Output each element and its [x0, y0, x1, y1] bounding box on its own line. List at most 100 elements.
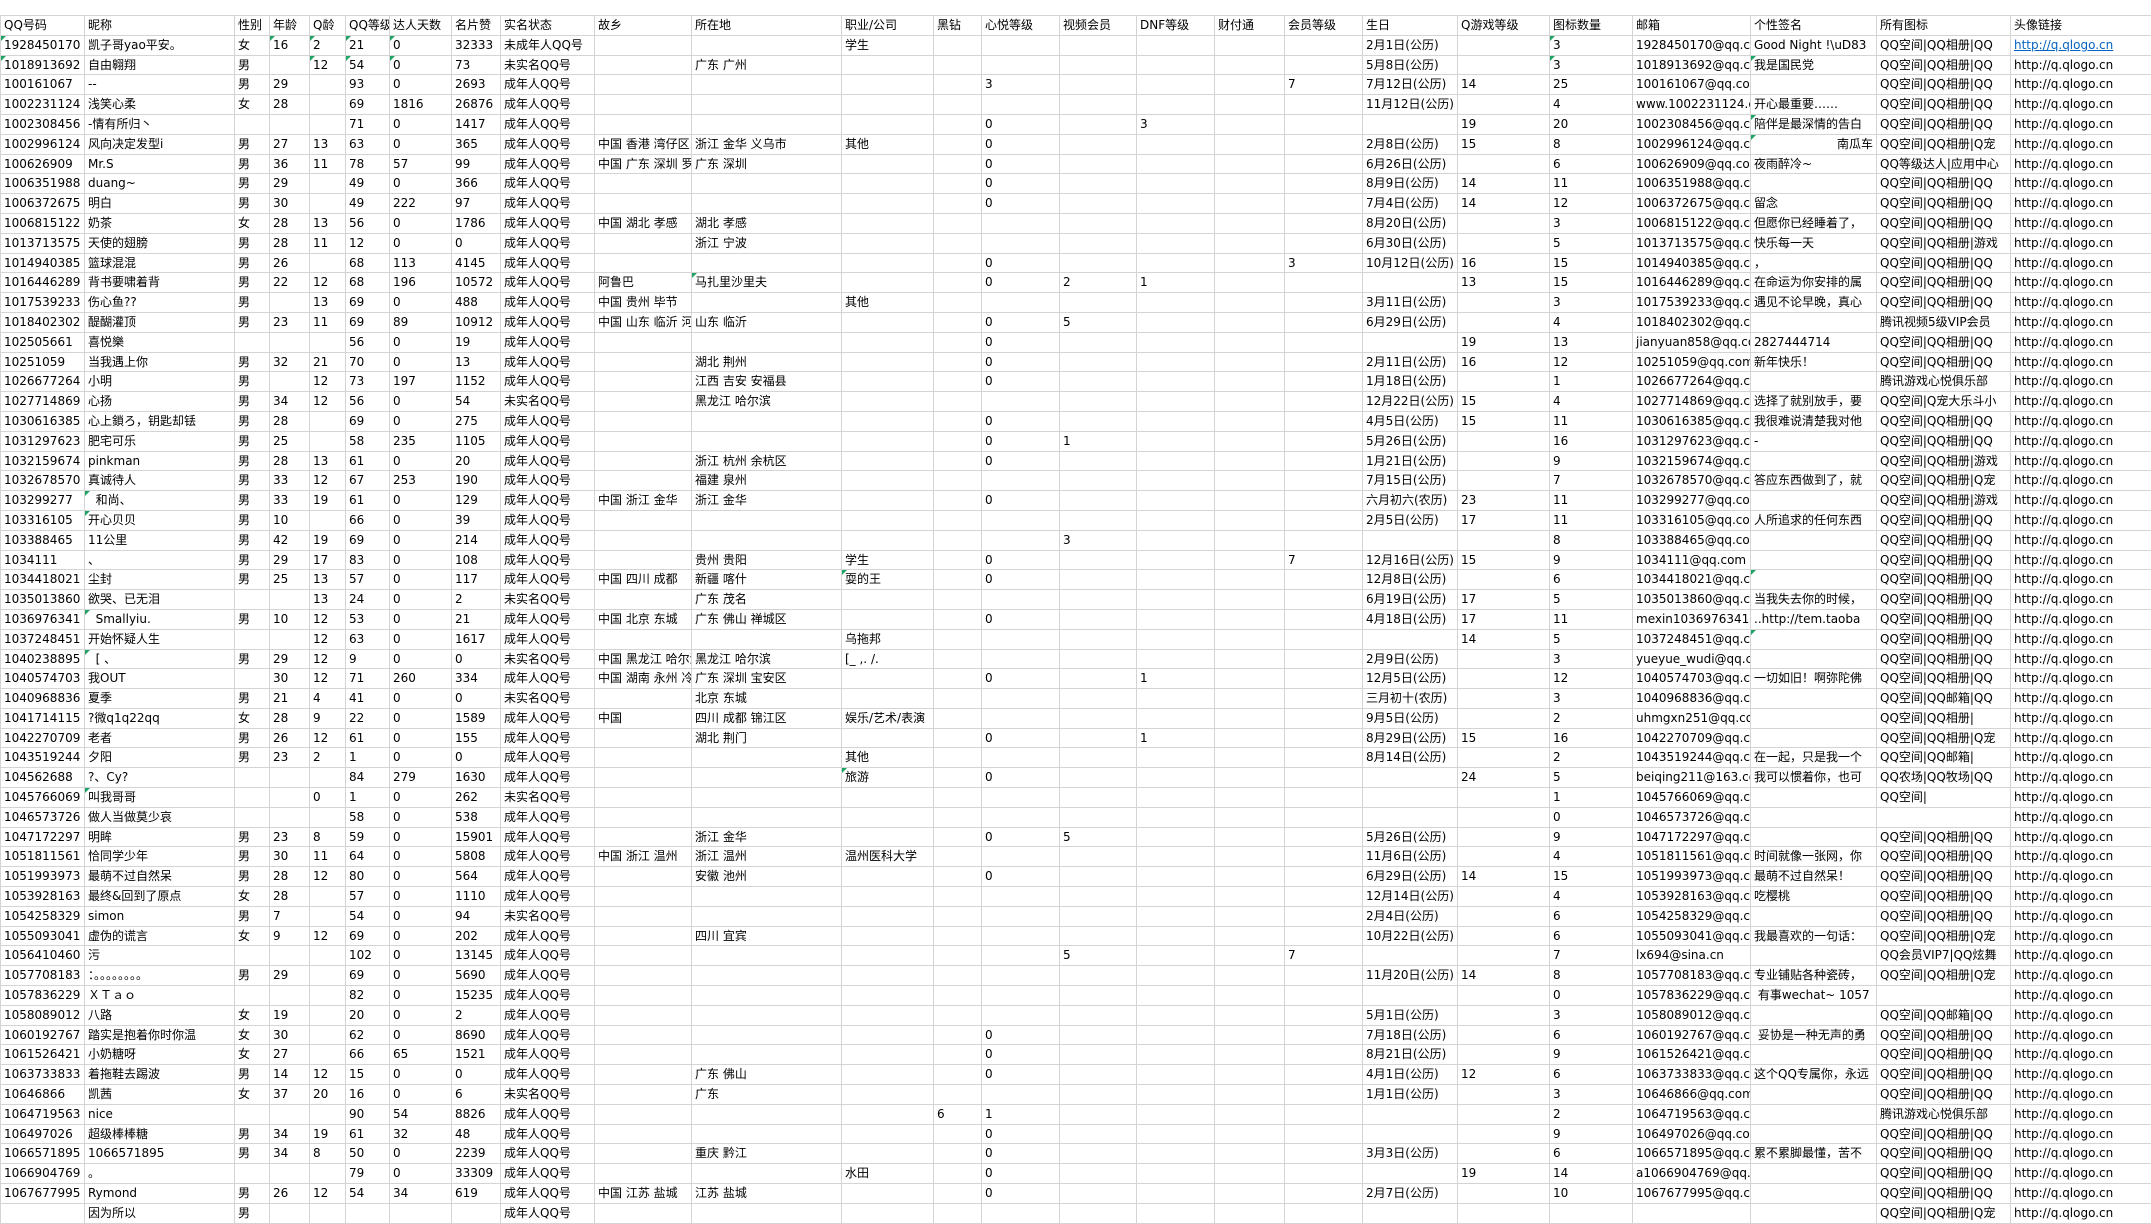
- cell-avatar[interactable]: http://q.qlogo.cn: [2011, 768, 2151, 788]
- cell-daren[interactable]: 0: [390, 590, 452, 610]
- header-age[interactable]: 年龄: [270, 16, 310, 36]
- cell-hometown[interactable]: [595, 471, 692, 491]
- header-sex[interactable]: 性别: [235, 16, 270, 36]
- cell-xinyue[interactable]: [982, 906, 1060, 926]
- cell-qgame[interactable]: 15: [1458, 411, 1550, 431]
- cell-hometown[interactable]: [595, 530, 692, 550]
- cell-caifutong[interactable]: [1215, 253, 1285, 273]
- cell-birthday[interactable]: 1月21日(公历): [1363, 451, 1458, 471]
- cell-dnf[interactable]: [1137, 213, 1215, 233]
- cell-level[interactable]: 69: [346, 293, 390, 313]
- cell-qgame[interactable]: 19: [1458, 114, 1550, 134]
- cell-daren[interactable]: 0: [390, 550, 452, 570]
- cell-location[interactable]: [692, 1124, 842, 1144]
- cell-birthday[interactable]: 5月8日(公历): [1363, 55, 1458, 75]
- cell-blackdiamond[interactable]: [934, 550, 982, 570]
- cell-qgame[interactable]: [1458, 451, 1550, 471]
- cell-avatar[interactable]: http://q.qlogo.cn: [2011, 867, 2151, 887]
- cell-allicons[interactable]: QQ空间|QQ相册|Q宠: [1877, 728, 2011, 748]
- cell-signature[interactable]: [1751, 491, 1877, 511]
- cell-qq[interactable]: 100161067: [1, 75, 85, 95]
- cell-daren[interactable]: 0: [390, 114, 452, 134]
- cell-qgame[interactable]: 16: [1458, 352, 1550, 372]
- cell-allicons[interactable]: QQ空间|QQ相册|QQ: [1877, 194, 2011, 214]
- header-avatar[interactable]: 头像链接: [2011, 16, 2151, 36]
- cell-level[interactable]: 63: [346, 629, 390, 649]
- cell-qage[interactable]: 12: [310, 609, 346, 629]
- cell-nick[interactable]: 做人当做莫少哀: [85, 807, 235, 827]
- cell-vip[interactable]: [1285, 213, 1363, 233]
- cell-location[interactable]: 四川 宜宾: [692, 926, 842, 946]
- cell-dnf[interactable]: [1137, 966, 1215, 986]
- cell-status[interactable]: 成年人QQ号: [501, 966, 595, 986]
- cell-nick[interactable]: 夏季: [85, 689, 235, 709]
- cell-iconcount[interactable]: [1550, 1203, 1633, 1223]
- cell-avatar[interactable]: http://q.qlogo.cn: [2011, 114, 2151, 134]
- cell-sex[interactable]: 女: [235, 95, 270, 115]
- cell-qage[interactable]: 19: [310, 1124, 346, 1144]
- cell-birthday[interactable]: 六月初六(农历): [1363, 491, 1458, 511]
- cell-location[interactable]: [692, 293, 842, 313]
- cell-video[interactable]: [1060, 887, 1137, 907]
- cell-caifutong[interactable]: [1215, 609, 1285, 629]
- cell-caifutong[interactable]: [1215, 451, 1285, 471]
- cell-video[interactable]: [1060, 451, 1137, 471]
- cell-signature[interactable]: 开心最重要……: [1751, 95, 1877, 115]
- cell-nick[interactable]: simon: [85, 906, 235, 926]
- cell-level[interactable]: 84: [346, 768, 390, 788]
- cell-vip[interactable]: [1285, 431, 1363, 451]
- cell-sex[interactable]: 男: [235, 827, 270, 847]
- cell-zan[interactable]: 2: [452, 1005, 501, 1025]
- cell-job[interactable]: [842, 95, 934, 115]
- cell-iconcount[interactable]: 8: [1550, 134, 1633, 154]
- cell-zan[interactable]: 2: [452, 590, 501, 610]
- cell-xinyue[interactable]: 0: [982, 194, 1060, 214]
- cell-xinyue[interactable]: 0: [982, 332, 1060, 352]
- cell-age[interactable]: [270, 1104, 310, 1124]
- cell-blackdiamond[interactable]: [934, 1025, 982, 1045]
- cell-sex[interactable]: 男: [235, 312, 270, 332]
- cell-daren[interactable]: 0: [390, 867, 452, 887]
- cell-status[interactable]: 成年人QQ号: [501, 471, 595, 491]
- cell-level[interactable]: 82: [346, 986, 390, 1006]
- cell-avatar[interactable]: http://q.qlogo.cn: [2011, 174, 2151, 194]
- cell-avatar[interactable]: http://q.qlogo.cn: [2011, 451, 2151, 471]
- cell-birthday[interactable]: [1363, 788, 1458, 808]
- cell-dnf[interactable]: [1137, 1184, 1215, 1204]
- cell-allicons[interactable]: QQ空间|QQ相册|: [1877, 708, 2011, 728]
- cell-qq[interactable]: 1031297623: [1, 431, 85, 451]
- cell-qage[interactable]: [310, 253, 346, 273]
- cell-daren[interactable]: 0: [390, 75, 452, 95]
- cell-job[interactable]: [842, 451, 934, 471]
- cell-vip[interactable]: [1285, 154, 1363, 174]
- cell-age[interactable]: 30: [270, 194, 310, 214]
- cell-caifutong[interactable]: [1215, 986, 1285, 1006]
- cell-iconcount[interactable]: 6: [1550, 1144, 1633, 1164]
- cell-nick[interactable]: 醍醐灌顶: [85, 312, 235, 332]
- cell-hometown[interactable]: [595, 1005, 692, 1025]
- cell-birthday[interactable]: 5月26日(公历): [1363, 431, 1458, 451]
- cell-status[interactable]: 成年人QQ号: [501, 609, 595, 629]
- cell-blackdiamond[interactable]: [934, 1065, 982, 1085]
- cell-dnf[interactable]: [1137, 293, 1215, 313]
- cell-qq[interactable]: 1061526421: [1, 1045, 85, 1065]
- cell-birthday[interactable]: 11月6日(公历): [1363, 847, 1458, 867]
- cell-caifutong[interactable]: [1215, 807, 1285, 827]
- cell-dnf[interactable]: [1137, 847, 1215, 867]
- cell-avatar[interactable]: http://q.qlogo.cn: [2011, 590, 2151, 610]
- cell-level[interactable]: 58: [346, 431, 390, 451]
- header-zan[interactable]: 名片赞: [452, 16, 501, 36]
- cell-job[interactable]: [842, 411, 934, 431]
- cell-age[interactable]: 28: [270, 411, 310, 431]
- cell-age[interactable]: 16: [270, 35, 310, 55]
- cell-xinyue[interactable]: [982, 847, 1060, 867]
- cell-level[interactable]: 56: [346, 213, 390, 233]
- cell-qgame[interactable]: 15: [1458, 392, 1550, 412]
- cell-qq[interactable]: 1037248451: [1, 629, 85, 649]
- cell-job[interactable]: [842, 728, 934, 748]
- cell-level[interactable]: 21: [346, 35, 390, 55]
- cell-age[interactable]: [270, 986, 310, 1006]
- cell-avatar[interactable]: http://q.qlogo.cn: [2011, 431, 2151, 451]
- cell-level[interactable]: 73: [346, 372, 390, 392]
- cell-nick[interactable]: duang~: [85, 174, 235, 194]
